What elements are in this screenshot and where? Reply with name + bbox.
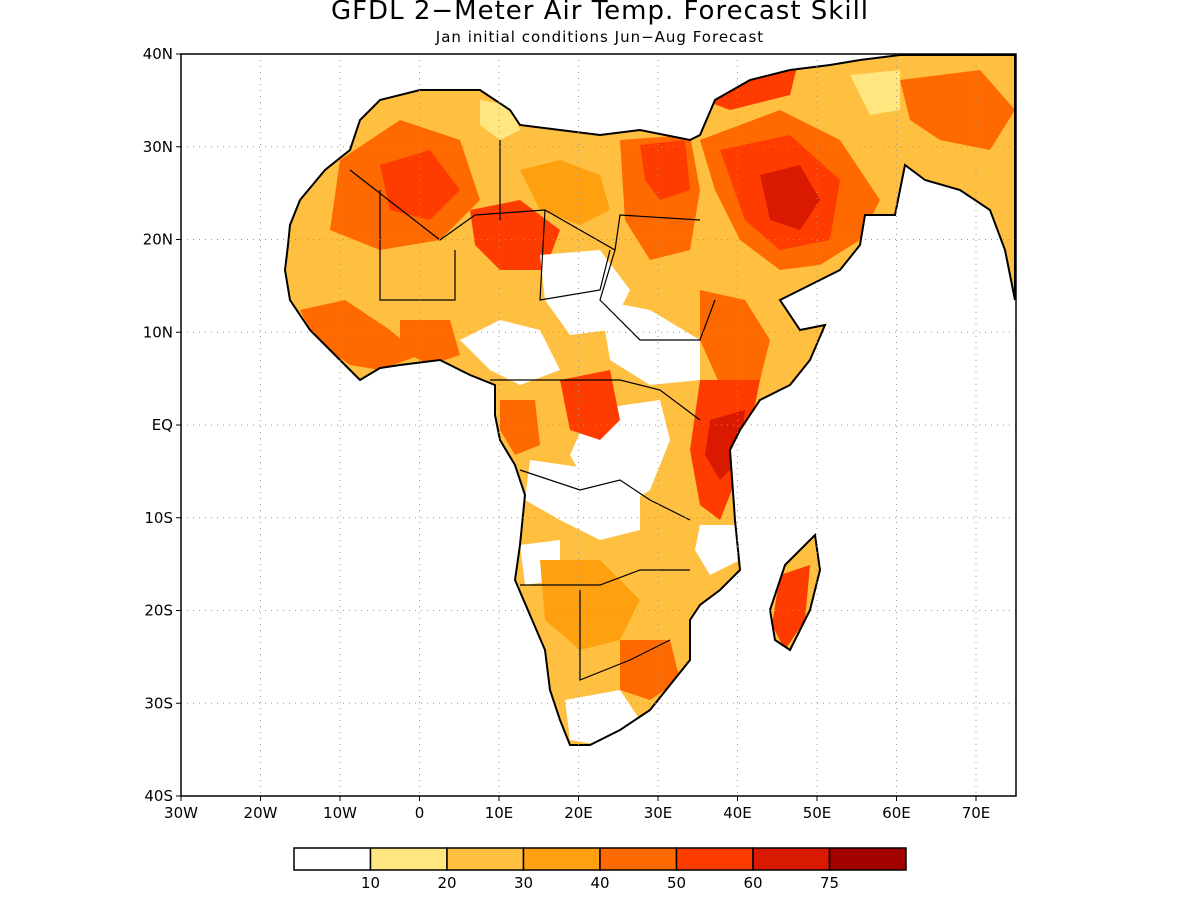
lat-label: 10N [143, 323, 173, 341]
lon-label: 20E [564, 804, 593, 822]
lat-label: 20N [143, 231, 173, 249]
colorbar-swatch [293, 847, 372, 871]
lon-label: 0 [415, 804, 425, 822]
colorbar-label: 40 [590, 874, 609, 892]
colorbar-swatch [446, 847, 525, 871]
lon-label: 30W [164, 804, 198, 822]
map-subtitle: Jan initial conditions Jun−Aug Forecast [435, 28, 765, 46]
colorbar-swatch [369, 847, 448, 871]
lon-label: 10W [323, 804, 357, 822]
map-title: GFDL 2−Meter Air Temp. Forecast Skill [330, 0, 870, 26]
colorbar-swatch [675, 847, 754, 871]
lon-label: 70E [962, 804, 991, 822]
colorbar-label: 50 [667, 874, 686, 892]
lat-label: 20S [144, 602, 173, 620]
lon-label: 50E [803, 804, 832, 822]
colorbar-swatch [522, 847, 601, 871]
lon-label: 20W [244, 804, 278, 822]
lat-label: 40S [144, 787, 173, 805]
colorbar-swatch [599, 847, 678, 871]
lat-label: 30N [143, 138, 173, 156]
lat-label: 10S [144, 509, 173, 527]
colorbar-label: 75 [820, 874, 839, 892]
lon-label: 30E [644, 804, 673, 822]
colorbar-label: 30 [514, 874, 533, 892]
colorbar-swatch [828, 847, 907, 871]
lon-label: 60E [882, 804, 911, 822]
lat-label: EQ [152, 416, 173, 434]
graticule [181, 54, 1016, 796]
lat-label: 30S [144, 694, 173, 712]
colorbar: 10 20 30 40 50 60 75 [293, 847, 907, 892]
colorbar-label: 10 [361, 874, 380, 892]
colorbar-label: 60 [743, 874, 762, 892]
colorbar-label: 20 [437, 874, 456, 892]
lat-label: 40N [143, 45, 173, 63]
lon-label: 10E [485, 804, 514, 822]
coastline [283, 54, 1016, 746]
lon-label: 40E [723, 804, 752, 822]
colorbar-swatch [752, 847, 831, 871]
